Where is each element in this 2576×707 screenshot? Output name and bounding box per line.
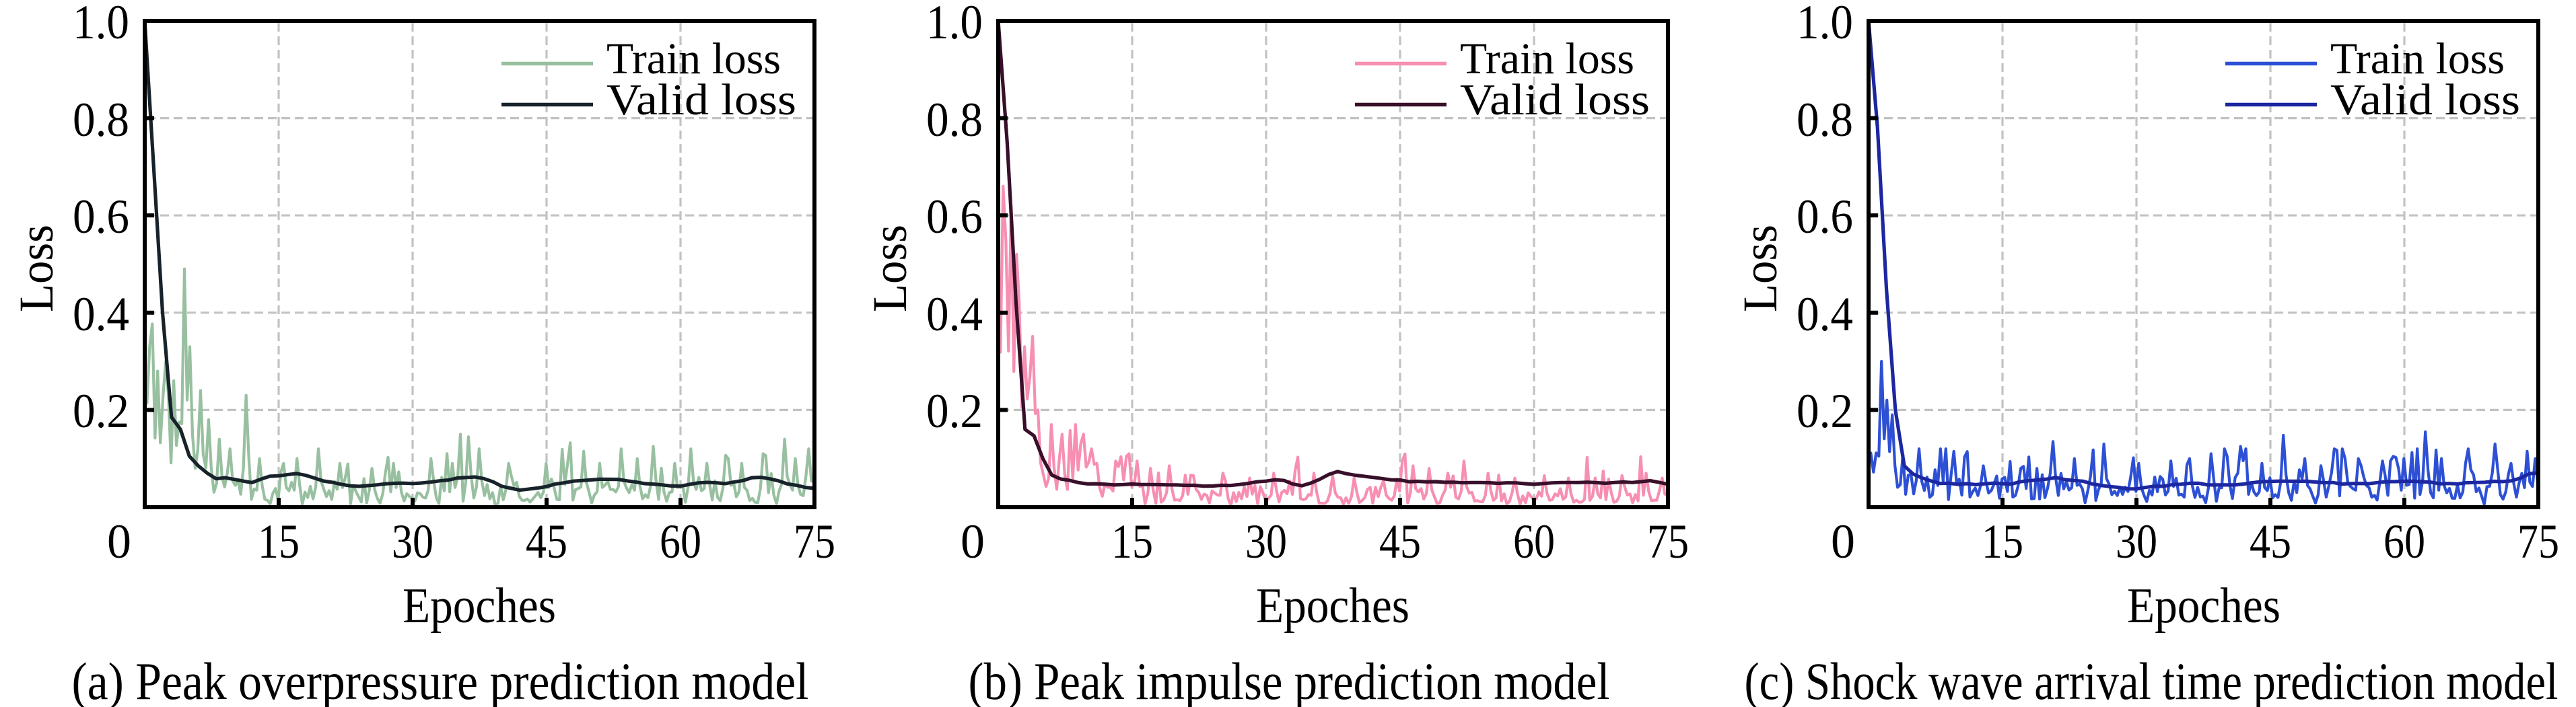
svg-text:75: 75 (794, 515, 835, 568)
svg-text:60: 60 (660, 515, 701, 568)
svg-text:0.6: 0.6 (73, 190, 129, 244)
svg-text:45: 45 (526, 515, 567, 568)
svg-text:(b) Peak impulse prediction mo: (b) Peak impulse prediction model (969, 652, 1610, 707)
svg-text:0: 0 (961, 515, 985, 568)
svg-text:0.4: 0.4 (73, 287, 129, 341)
svg-text:Epoches: Epoches (403, 579, 556, 634)
svg-text:60: 60 (2383, 515, 2425, 568)
svg-text:0.6: 0.6 (926, 190, 983, 244)
svg-text:45: 45 (1379, 515, 1421, 568)
svg-text:1.0: 1.0 (926, 0, 983, 49)
svg-text:30: 30 (392, 515, 433, 568)
svg-text:Loss: Loss (9, 225, 63, 312)
svg-text:15: 15 (1982, 515, 2023, 568)
svg-text:Loss: Loss (863, 225, 917, 312)
svg-text:0.2: 0.2 (1797, 384, 1853, 438)
svg-text:0: 0 (107, 515, 131, 568)
svg-text:15: 15 (258, 515, 300, 568)
svg-text:0.8: 0.8 (926, 93, 983, 147)
svg-text:75: 75 (1647, 515, 1689, 568)
svg-text:0.4: 0.4 (1797, 287, 1853, 341)
svg-text:30: 30 (2116, 515, 2157, 568)
svg-text:1.0: 1.0 (1797, 0, 1853, 49)
svg-text:0.2: 0.2 (73, 384, 129, 438)
svg-text:1.0: 1.0 (73, 0, 129, 49)
svg-text:30: 30 (1245, 515, 1287, 568)
svg-text:Valid loss: Valid loss (2330, 75, 2520, 124)
svg-text:75: 75 (2517, 515, 2559, 568)
svg-text:0.6: 0.6 (1797, 190, 1853, 244)
svg-text:Valid loss: Valid loss (1460, 75, 1650, 124)
svg-text:Valid loss: Valid loss (606, 75, 796, 124)
svg-text:Train loss: Train loss (1460, 34, 1634, 83)
svg-text:Train loss: Train loss (2330, 34, 2505, 83)
svg-text:(c) Shock wave arrival time pr: (c) Shock wave arrival time prediction m… (1745, 652, 2558, 707)
svg-text:15: 15 (1111, 515, 1153, 568)
svg-text:60: 60 (1513, 515, 1555, 568)
svg-text:(a) Peak overpressure predicti: (a) Peak overpressure prediction model (72, 652, 809, 707)
svg-text:Train loss: Train loss (606, 34, 781, 83)
svg-text:0.8: 0.8 (1797, 93, 1853, 147)
svg-text:0.8: 0.8 (73, 93, 129, 147)
svg-text:0.4: 0.4 (926, 287, 983, 341)
svg-text:45: 45 (2250, 515, 2291, 568)
svg-text:0: 0 (1831, 515, 1855, 568)
svg-text:Epoches: Epoches (1256, 579, 1409, 634)
svg-text:Loss: Loss (1733, 225, 1787, 312)
svg-text:0.2: 0.2 (926, 384, 983, 438)
svg-text:Epoches: Epoches (2127, 579, 2281, 634)
